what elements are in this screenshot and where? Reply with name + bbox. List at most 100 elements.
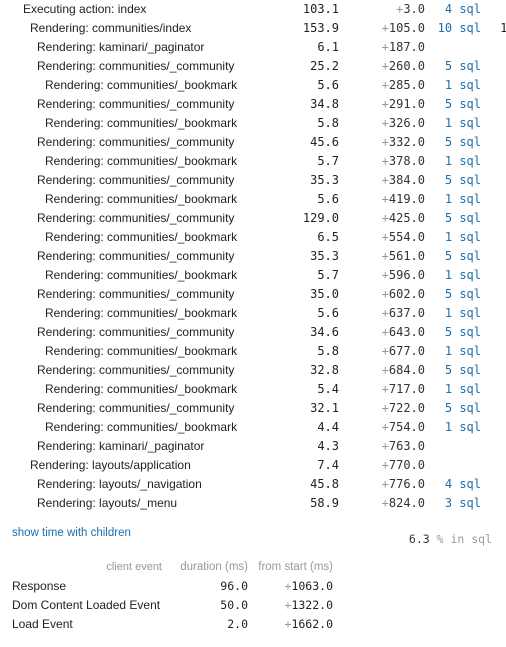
timing-sql-cell: 5 sql bbox=[425, 95, 481, 114]
timing-start-cell: +722.0 bbox=[339, 399, 425, 418]
timing-sql-time: 2.0 bbox=[481, 285, 506, 304]
timing-duration: 6.1 bbox=[317, 40, 339, 54]
timing-row: Rendering: communities/_community 34.8 +29… bbox=[0, 95, 506, 114]
client-event-name: Response bbox=[12, 579, 67, 593]
timing-sql-time bbox=[481, 38, 506, 57]
plus-sign: + bbox=[381, 420, 389, 434]
timing-duration: 34.8 bbox=[310, 97, 339, 111]
timing-sql-time: 2.3 bbox=[481, 57, 506, 76]
timing-sql-time: 4.8 bbox=[481, 494, 506, 513]
timing-duration: 32.8 bbox=[310, 363, 339, 377]
sql-count-link[interactable]: 5 sql bbox=[444, 249, 481, 263]
sql-count-link[interactable]: 1 sql bbox=[444, 268, 481, 282]
timing-name: Rendering: communities/_community bbox=[37, 287, 235, 301]
timing-start: 602.0 bbox=[388, 287, 425, 301]
show-time-with-children-link[interactable]: show time with children bbox=[12, 527, 131, 539]
timing-sql-cell: 3 sql bbox=[425, 494, 481, 513]
sql-count-link[interactable]: 1 sql bbox=[444, 344, 481, 358]
sql-count-link[interactable]: 1 sql bbox=[444, 154, 481, 168]
plus-sign: + bbox=[381, 249, 389, 263]
sql-count-link[interactable]: 10 sql bbox=[437, 21, 481, 35]
timing-sql-cell: 1 sql bbox=[425, 228, 481, 247]
plus-sign: + bbox=[381, 439, 389, 453]
sql-count-link[interactable]: 5 sql bbox=[444, 59, 481, 73]
timing-sql-cell: 4 sql bbox=[425, 0, 481, 19]
timing-start: 677.0 bbox=[388, 344, 425, 358]
timing-sql-time: 0.5 bbox=[481, 190, 506, 209]
timing-start: 643.0 bbox=[388, 325, 425, 339]
sql-count-link[interactable]: 5 sql bbox=[444, 173, 481, 187]
timing-duration: 4.3 bbox=[317, 439, 339, 453]
timing-start-cell: +677.0 bbox=[339, 342, 425, 361]
timing-row: Rendering: communities/_bookmark 5.7 +378.… bbox=[0, 152, 506, 171]
timing-start: 561.0 bbox=[388, 249, 425, 263]
plus-sign: + bbox=[381, 59, 389, 73]
timing-sql-cell: 1 sql bbox=[425, 114, 481, 133]
timing-row: Rendering: communities/_community 35.3 +38… bbox=[0, 171, 506, 190]
plus-sign: + bbox=[381, 40, 389, 54]
sql-count-link[interactable]: 1 sql bbox=[444, 78, 481, 92]
plus-sign: + bbox=[381, 230, 389, 244]
sql-count-link[interactable]: 5 sql bbox=[444, 135, 481, 149]
sql-count-link[interactable]: 5 sql bbox=[444, 325, 481, 339]
timing-duration: 103.1 bbox=[302, 2, 339, 16]
plus-sign: + bbox=[381, 135, 389, 149]
sql-count-link[interactable]: 1 sql bbox=[444, 116, 481, 130]
plus-sign: + bbox=[381, 382, 389, 396]
sql-count-link[interactable]: 1 sql bbox=[444, 420, 481, 434]
sql-count-link[interactable]: 5 sql bbox=[444, 97, 481, 111]
sql-count-link[interactable]: 1 sql bbox=[444, 306, 481, 320]
sql-summary: 6.3 % in sql bbox=[409, 532, 492, 546]
client-event-from-start-cell: +1063.0 bbox=[248, 577, 333, 596]
timing-name: Rendering: communities/_community bbox=[37, 325, 235, 339]
timing-name: Rendering: communities/_bookmark bbox=[45, 192, 238, 206]
timing-row: Rendering: communities/_community 45.6 +33… bbox=[0, 133, 506, 152]
timing-name: Rendering: communities/_bookmark bbox=[45, 306, 238, 320]
client-header-row: client event duration (ms) from start (m… bbox=[12, 558, 333, 577]
sql-count-link[interactable]: 4 sql bbox=[444, 2, 481, 16]
timing-sql-time: 1.0 bbox=[481, 228, 506, 247]
timing-duration: 5.7 bbox=[317, 154, 339, 168]
timing-sql-time: 2.4 bbox=[481, 171, 506, 190]
duration-header: duration (ms) bbox=[180, 561, 248, 573]
timing-start-cell: +717.0 bbox=[339, 380, 425, 399]
timing-start-cell: +260.0 bbox=[339, 57, 425, 76]
timing-sql-cell: 5 sql bbox=[425, 171, 481, 190]
sql-count-link[interactable]: 5 sql bbox=[444, 401, 481, 415]
sql-count-link[interactable]: 1 sql bbox=[444, 192, 481, 206]
timing-duration: 5.8 bbox=[317, 344, 339, 358]
timing-start-cell: +105.0 bbox=[339, 19, 425, 38]
sql-count-link[interactable]: 5 sql bbox=[444, 211, 481, 225]
timing-name: Rendering: communities/_bookmark bbox=[45, 154, 238, 168]
sql-count-link[interactable]: 4 sql bbox=[444, 477, 481, 491]
plus-sign: + bbox=[381, 306, 389, 320]
client-event-from-start-cell: +1322.0 bbox=[248, 596, 333, 615]
timing-start-cell: +596.0 bbox=[339, 266, 425, 285]
plus-sign: + bbox=[396, 2, 404, 16]
timing-row: Rendering: communities/_bookmark 5.6 +637.… bbox=[0, 304, 506, 323]
timing-sql-time: 2.3 bbox=[481, 95, 506, 114]
client-event-row: Response 96.0 +1063.0 bbox=[12, 577, 333, 596]
sql-count-link[interactable]: 1 sql bbox=[444, 382, 481, 396]
timing-start: 824.0 bbox=[388, 496, 425, 510]
timing-name: Rendering: communities/_community bbox=[37, 97, 235, 111]
timing-sql-cell: 4 sql bbox=[425, 475, 481, 494]
timing-start: 384.0 bbox=[388, 173, 425, 187]
timing-name: Rendering: communities/_bookmark bbox=[45, 78, 238, 92]
plus-sign: + bbox=[381, 173, 389, 187]
timing-name: Rendering: kaminari/_paginator bbox=[37, 439, 205, 453]
timing-row: Rendering: communities/index 153.9 +105.0 1… bbox=[0, 19, 506, 38]
timing-duration: 34.6 bbox=[310, 325, 339, 339]
sql-count-link[interactable]: 3 sql bbox=[444, 496, 481, 510]
sql-count-link[interactable]: 5 sql bbox=[444, 363, 481, 377]
timing-row: Rendering: communities/_community 129.0 +4… bbox=[0, 209, 506, 228]
sql-count-link[interactable]: 5 sql bbox=[444, 287, 481, 301]
plus-sign: + bbox=[381, 287, 389, 301]
timing-name: Rendering: communities/_community bbox=[37, 211, 235, 225]
timing-start-cell: +291.0 bbox=[339, 95, 425, 114]
timing-start: 722.0 bbox=[388, 401, 425, 415]
timing-start-cell: +187.0 bbox=[339, 38, 425, 57]
timing-row: Rendering: communities/_community 32.8 +68… bbox=[0, 361, 506, 380]
sql-count-link[interactable]: 1 sql bbox=[444, 230, 481, 244]
timing-row: Rendering: communities/_bookmark 5.6 +419.… bbox=[0, 190, 506, 209]
